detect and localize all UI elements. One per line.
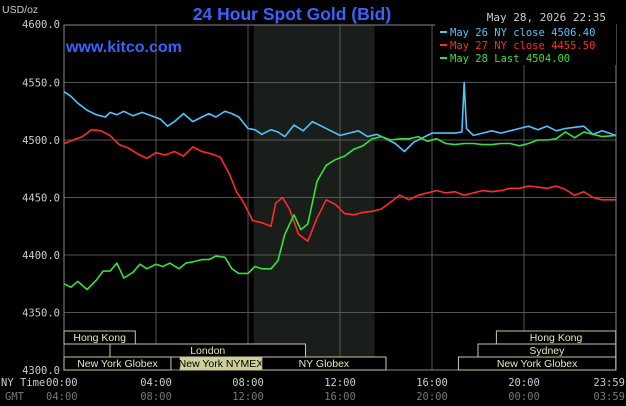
session-label: Sydney [529, 345, 565, 357]
ny-time-tick: 12:00 [324, 377, 356, 389]
legend-entry: May 28 Last 4504.00 [450, 53, 570, 65]
ny-time-tick: 23:59 [593, 377, 625, 389]
y-tick-label: 4350.0 [22, 308, 60, 320]
gmt-time-tick: 20:00 [416, 391, 448, 403]
timestamp: May 28, 2026 22:35 [487, 11, 606, 24]
session-label: Hong Kong [530, 332, 583, 344]
y-axis-labels: 4600.0 4550.0 4500.0 4450.0 4400.0 4350.0 4300… [22, 19, 60, 377]
session-label: London [190, 345, 225, 357]
session-label: New York NYMEX [179, 358, 264, 370]
session-bar [457, 356, 617, 371]
session-label: New York Globex [497, 358, 578, 370]
units-label: USD/oz [2, 4, 38, 16]
session-bar [63, 330, 136, 345]
session-bar [261, 356, 387, 371]
legend-entry: May 26 NY close 4506.40 [450, 27, 595, 39]
x-axis-labels: 00:00 04:00 04:00 08:00 08:00 12:00 12:00 16:00… [46, 377, 625, 403]
session-label: NY Globex [299, 358, 350, 370]
y-tick-label: 4400.0 [22, 250, 60, 262]
session-label: New York Globex [77, 358, 158, 370]
website-link[interactable]: www.kitco.com [65, 39, 182, 56]
session-bar [63, 356, 172, 371]
gmt-time-tick: 00:00 [508, 391, 540, 403]
gmt-time-tick: 08:00 [140, 391, 172, 403]
series-line-2 [63, 131, 616, 291]
session-label: Hong Kong [73, 332, 126, 344]
y-tick-label: 4500.0 [22, 135, 60, 147]
gmt-time-tick: 12:00 [232, 391, 264, 403]
chart-title: 24 Hour Spot Gold (Bid) [193, 4, 391, 24]
ny-time-tick: 00:00 [46, 377, 78, 389]
gmt-label: GMT [5, 391, 25, 403]
ny-time-tick: 08:00 [232, 377, 264, 389]
grid [64, 25, 616, 370]
gmt-time-tick: 03:59 [593, 391, 625, 403]
y-tick-label: 4450.0 [22, 193, 60, 205]
series-line-0 [63, 81, 617, 153]
ny-time-tick: 04:00 [140, 377, 172, 389]
y-tick-label: 4300.0 [22, 365, 60, 377]
gmt-time-tick: 04:00 [46, 391, 78, 403]
series-line-1 [63, 128, 616, 242]
y-tick-label: 4600.0 [22, 19, 60, 31]
legend-entry: May 27 NY close 4455.50 [450, 40, 595, 52]
gmt-time-tick: 16:00 [324, 391, 356, 403]
legend-box [435, 24, 616, 65]
ny-time-label: NY Time [1, 377, 45, 389]
ny-time-tick: 16:00 [416, 377, 448, 389]
series-lines [63, 81, 617, 291]
y-tick-label: 4550.0 [22, 78, 60, 90]
ny-time-tick: 20:00 [508, 377, 540, 389]
